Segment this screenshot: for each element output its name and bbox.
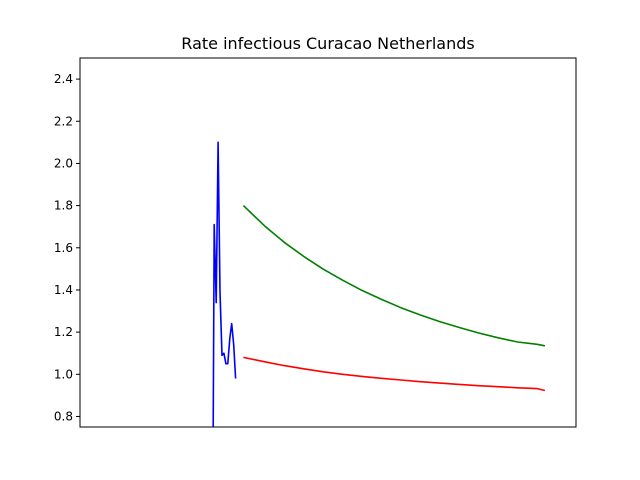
series-line-2 [243, 356, 546, 392]
y-tick-label: 2.4 [54, 72, 73, 86]
y-tick-label: 1.6 [54, 241, 73, 255]
y-tick-label: 2.0 [54, 156, 73, 170]
y-axis-ticks: 0.8 1.0 1.2 1.4 1.6 1.8 2.0 2.2 2.4 [54, 72, 80, 423]
series-line-1 [242, 205, 546, 347]
chart-title: Rate infectious Curacao Netherlands [181, 34, 474, 53]
y-tick-label: 1.8 [54, 199, 73, 213]
y-tick-label: 1.0 [54, 367, 73, 381]
y-tick-label: 1.2 [54, 325, 73, 339]
y-tick-label: 0.8 [54, 409, 73, 423]
y-tick-label: 2.2 [54, 114, 73, 128]
series-layer [212, 141, 546, 428]
plot-frame [79, 57, 577, 428]
series-line-0 [212, 141, 237, 428]
plot-area [80, 58, 576, 427]
y-tick-label: 1.4 [54, 283, 73, 297]
